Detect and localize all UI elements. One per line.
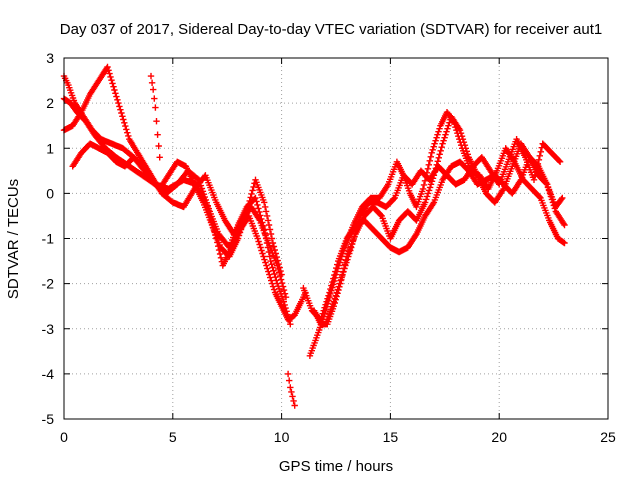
- x-tick-label: 15: [383, 429, 399, 445]
- data-point-markers: [60, 72, 294, 328]
- data-point-markers: [284, 370, 298, 409]
- y-tick-label: 1: [46, 140, 54, 156]
- series-track-6: [284, 370, 298, 409]
- x-tick-label: 5: [169, 429, 177, 445]
- data-point-markers: [311, 113, 566, 328]
- x-tick-label: 20: [491, 429, 507, 445]
- data-point-markers: [147, 72, 163, 161]
- y-tick-label: -2: [42, 276, 55, 292]
- data-point-markers: [321, 136, 564, 328]
- data-point-markers: [306, 109, 568, 359]
- data-series: [60, 63, 568, 409]
- series-track-1: [60, 95, 309, 323]
- series-track-8: [311, 113, 566, 328]
- x-tick-label: 0: [60, 429, 68, 445]
- data-point-markers: [60, 95, 309, 323]
- y-tick-label: 3: [46, 50, 54, 66]
- series-track-5: [147, 72, 163, 161]
- chart-title: Day 037 of 2017, Sidereal Day-to-day VTE…: [60, 21, 602, 38]
- series-track-4: [69, 140, 285, 278]
- series-track-7: [306, 109, 568, 359]
- series-track-2: [60, 72, 294, 328]
- plot-frame: [63, 57, 609, 420]
- grid: [64, 58, 608, 419]
- y-tick-label: 2: [46, 95, 54, 111]
- y-tick-label: -5: [42, 411, 55, 427]
- x-tick-label: 10: [274, 429, 290, 445]
- y-tick-label: 0: [46, 185, 54, 201]
- y-axis-label: SDTVAR / TECUs: [5, 179, 22, 299]
- x-axis-label: GPS time / hours: [279, 458, 393, 475]
- x-axis-ticks: 0 5 10 15 20 25: [60, 58, 616, 445]
- y-tick-label: -4: [42, 366, 55, 382]
- y-tick-label: -3: [42, 321, 55, 337]
- series-track-10: [321, 136, 564, 328]
- x-tick-label: 25: [600, 429, 616, 445]
- y-axis-ticks: -5 -4 -3 -2 -1 0 1 2 3: [42, 50, 608, 427]
- y-tick-label: -1: [42, 231, 55, 247]
- data-point-markers: [69, 140, 285, 278]
